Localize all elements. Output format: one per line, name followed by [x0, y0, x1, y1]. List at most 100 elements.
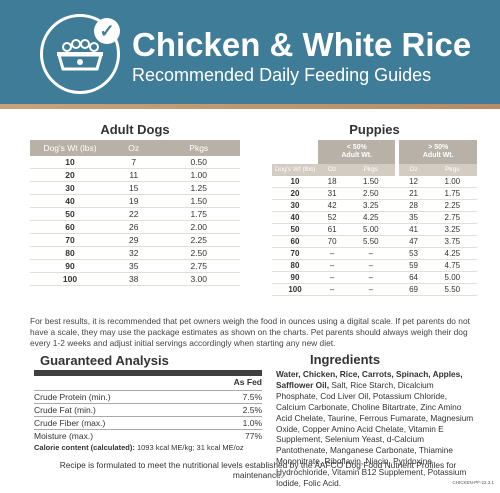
puppies-col-pkgs1: Pkgs — [346, 164, 396, 177]
analysis-value: 7.5% — [215, 390, 262, 404]
puppies-table: < 50% Adult Wt. > 50% Adult Wt. Dog's Wt (… — [272, 140, 477, 297]
adult-col-oz: Oz — [110, 140, 158, 156]
pup-oz2-cell: 59 — [399, 259, 428, 273]
pup-pkgs1-cell: – — [346, 259, 396, 273]
ingredients-title: Ingredients — [310, 352, 381, 367]
analysis-value: 2.5% — [215, 403, 262, 417]
pup-oz2-cell: 69 — [399, 283, 428, 297]
table-row: Moisture (max.) 77% — [34, 429, 262, 443]
adult-oz-cell: 7 — [110, 156, 158, 169]
calorie-content: Calorie content (calculated): 1093 kcal … — [34, 443, 244, 452]
analysis-header: As Fed — [233, 377, 262, 387]
adult-oz-cell: 35 — [110, 259, 158, 273]
table-row: 10 7 0.50 — [30, 156, 240, 169]
table-row: 30 15 1.25 — [30, 181, 240, 195]
column-gap — [395, 223, 400, 237]
pup-oz2-cell: 21 — [399, 187, 428, 201]
pup-pkgs2-cell: 3.25 — [427, 223, 477, 237]
table-row: 100– –69 5.50 — [272, 283, 477, 297]
pup-oz2-cell: 53 — [399, 247, 428, 261]
pup-wt-cell: 20 — [272, 187, 318, 201]
column-gap — [395, 176, 400, 189]
adult-wt-cell: 20 — [30, 168, 110, 182]
pup-oz2-cell: 35 — [399, 211, 428, 225]
column-gap — [395, 283, 400, 297]
adult-pkgs-cell: 2.00 — [157, 220, 240, 234]
adult-wt-cell: 100 — [30, 272, 110, 286]
pup-pkgs2-cell: 5.50 — [427, 283, 477, 297]
table-row: 20 31 2.50 21 1.75 — [272, 187, 477, 201]
adult-wt-cell: 90 — [30, 259, 110, 273]
pup-pkgs1-cell: 3.25 — [346, 199, 396, 213]
column-gap — [395, 259, 400, 273]
adult-pkgs-cell: 2.25 — [157, 233, 240, 247]
table-row: 90– –64 5.00 — [272, 271, 477, 285]
table-row: 80– –59 4.75 — [272, 259, 477, 273]
column-gap — [395, 271, 400, 285]
pup-oz1-cell: – — [318, 283, 347, 297]
analysis-label: Moisture (max.) — [34, 429, 216, 443]
adult-pkgs-cell: 0.50 — [157, 156, 240, 169]
table-row: 10 18 1.50 12 1.00 — [272, 176, 477, 189]
puppies-col-wt: Dog's Wt (lbs) — [272, 164, 318, 177]
pup-oz1-cell: – — [318, 259, 347, 273]
adult-wt-cell: 30 — [30, 181, 110, 195]
adult-table: Dog's Wt (lbs) Oz Pkgs 10 7 0.50 20 11 1.00 30… — [30, 140, 240, 286]
analysis-label: Crude Protein (min.) — [34, 390, 216, 404]
puppies-group-over: > 50% Adult Wt. — [399, 140, 477, 164]
puppies-col-oz1: Oz — [318, 164, 347, 177]
analysis-label: Crude Fat (min.) — [34, 403, 216, 417]
adult-oz-cell: 22 — [110, 207, 158, 221]
table-row: 40 19 1.50 — [30, 194, 240, 208]
pup-oz1-cell: 18 — [318, 176, 347, 189]
analysis-value: 77% — [215, 429, 262, 443]
pup-wt-cell: 10 — [272, 176, 318, 189]
pup-pkgs1-cell: 5.50 — [346, 235, 396, 249]
pup-pkgs2-cell: 1.00 — [427, 176, 477, 189]
column-gap — [395, 235, 400, 249]
table-row: Crude Fiber (max.) 1.0% — [34, 416, 262, 430]
table-row: 60 26 2.00 — [30, 220, 240, 234]
pup-pkgs2-cell: 3.75 — [427, 235, 477, 249]
pup-oz2-cell: 41 — [399, 223, 428, 237]
adult-wt-cell: 80 — [30, 246, 110, 260]
pup-pkgs1-cell: – — [346, 283, 396, 297]
pup-pkgs1-cell: – — [346, 271, 396, 285]
table-row: Crude Protein (min.) 7.5% — [34, 390, 262, 404]
table-row: 90 35 2.75 — [30, 259, 240, 273]
pup-pkgs1-cell: 4.25 — [346, 211, 396, 225]
adult-oz-cell: 15 — [110, 181, 158, 195]
adult-pkgs-cell: 3.00 — [157, 272, 240, 286]
analysis-title: Guaranteed Analysis — [40, 353, 169, 368]
pup-oz2-cell: 12 — [399, 176, 428, 189]
adult-oz-cell: 38 — [110, 272, 158, 286]
puppies-col-pkgs2: Pkgs — [427, 164, 477, 177]
pup-pkgs2-cell: 5.00 — [427, 271, 477, 285]
pup-pkgs2-cell: 2.75 — [427, 211, 477, 225]
adult-oz-cell: 26 — [110, 220, 158, 234]
adult-title: Adult Dogs — [100, 122, 170, 137]
adult-col-pkgs: Pkgs — [157, 140, 240, 156]
pup-oz2-cell: 28 — [399, 199, 428, 213]
table-row: 80 32 2.50 — [30, 246, 240, 260]
adult-oz-cell: 19 — [110, 194, 158, 208]
pup-oz1-cell: 42 — [318, 199, 347, 213]
adult-pkgs-cell: 1.00 — [157, 168, 240, 182]
pup-pkgs2-cell: 4.75 — [427, 259, 477, 273]
accent-stripe — [0, 104, 500, 109]
table-row: 50 61 5.00 41 3.25 — [272, 223, 477, 237]
pup-wt-cell: 30 — [272, 199, 318, 213]
adult-wt-cell: 10 — [30, 156, 110, 169]
adult-col-wt: Dog's Wt (lbs) — [30, 140, 110, 156]
pup-pkgs2-cell: 1.75 — [427, 187, 477, 201]
table-row: 100 38 3.00 — [30, 272, 240, 286]
adult-wt-cell: 40 — [30, 194, 110, 208]
column-gap — [395, 247, 400, 261]
table-row: 40 52 4.25 35 2.75 — [272, 211, 477, 225]
adult-pkgs-cell: 2.75 — [157, 259, 240, 273]
pup-wt-cell: 70 — [272, 247, 318, 261]
pup-oz2-cell: 47 — [399, 235, 428, 249]
adult-wt-cell: 50 — [30, 207, 110, 221]
page-subtitle: Recommended Daily Feeding Guides — [132, 65, 432, 85]
adult-pkgs-cell: 2.50 — [157, 246, 240, 260]
